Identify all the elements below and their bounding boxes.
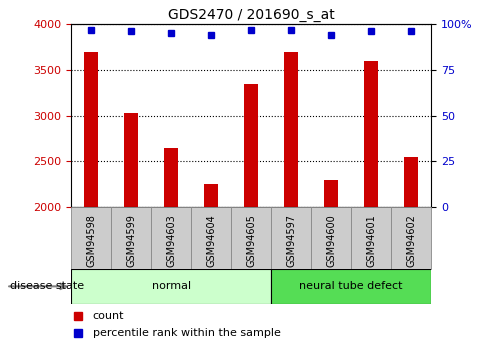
Bar [311, 207, 351, 269]
Text: GSM94602: GSM94602 [406, 215, 416, 267]
Text: count: count [93, 311, 124, 321]
Text: GSM94605: GSM94605 [246, 215, 256, 267]
Bar [124, 113, 138, 207]
Text: GSM94603: GSM94603 [166, 215, 176, 267]
Bar [231, 207, 271, 269]
Bar [271, 207, 311, 269]
Text: GSM94600: GSM94600 [326, 215, 336, 267]
Bar [391, 207, 431, 269]
Text: GSM94601: GSM94601 [366, 215, 376, 267]
Bar [191, 207, 231, 269]
Text: disease state: disease state [10, 282, 84, 291]
Text: neural tube defect: neural tube defect [299, 282, 403, 291]
Bar [204, 184, 218, 207]
Bar [324, 179, 338, 207]
Bar [71, 207, 111, 269]
Bar [351, 207, 391, 269]
Bar [284, 51, 298, 207]
Bar [364, 61, 378, 207]
Bar [271, 269, 431, 304]
Text: normal: normal [151, 282, 191, 291]
Bar [151, 207, 191, 269]
Bar [111, 207, 151, 269]
Text: GSM94597: GSM94597 [286, 215, 296, 267]
Bar [84, 51, 98, 207]
Text: GSM94604: GSM94604 [206, 215, 216, 267]
Text: GSM94598: GSM94598 [86, 215, 96, 267]
Text: GSM94599: GSM94599 [126, 215, 136, 267]
Bar [164, 148, 178, 207]
Title: GDS2470 / 201690_s_at: GDS2470 / 201690_s_at [168, 8, 335, 22]
Bar [244, 83, 258, 207]
Bar [71, 269, 271, 304]
Text: percentile rank within the sample: percentile rank within the sample [93, 328, 281, 338]
Bar [404, 157, 418, 207]
